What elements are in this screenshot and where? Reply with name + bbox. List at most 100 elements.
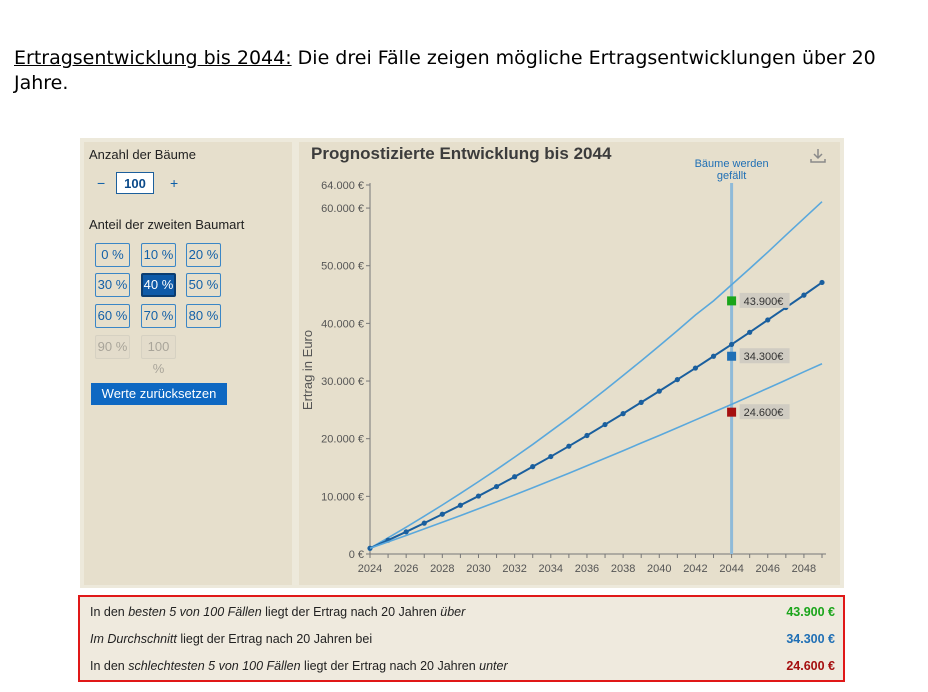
- x-tick-label: 2046: [756, 563, 780, 575]
- series-point-average: [692, 365, 699, 371]
- y-tick-label: 30.000 €: [321, 376, 364, 388]
- decrement-button[interactable]: −: [97, 175, 106, 191]
- series-point-average: [729, 341, 735, 348]
- download-icon[interactable]: [809, 147, 827, 165]
- summary-text-em: schlechtesten 5 von 100 Fällen: [128, 659, 301, 673]
- annotation-marker-worst: [727, 407, 737, 417]
- series-point-average: [819, 279, 825, 286]
- slide-heading-text: Die drei Fälle zeigen mögliche Ertragsen…: [14, 47, 876, 94]
- x-tick-label: 2036: [575, 563, 599, 575]
- series-point-average: [674, 376, 680, 383]
- annotation-label-bg-average: [739, 348, 790, 364]
- summary-text-middle: liegt der Ertrag nach 20 Jahren bei: [176, 632, 373, 646]
- share-option-100: 100 %: [141, 335, 176, 376]
- series-point-average: [530, 464, 536, 470]
- reset-button[interactable]: Werte zurücksetzen: [91, 383, 227, 405]
- summary-text-middle: liegt der Ertrag nach 20 Jahren: [261, 605, 441, 619]
- series-point-average: [801, 292, 807, 298]
- annotation-marker-average: [727, 351, 737, 361]
- series-point-average: [638, 399, 644, 405]
- x-tick-label: 2024: [358, 563, 382, 575]
- summary-value-average: 34.300 €: [786, 632, 835, 646]
- y-axis-label: Ertrag in Euro: [300, 330, 315, 410]
- chart-area: [299, 142, 840, 585]
- series-point-average: [765, 317, 771, 323]
- x-tick-label: 2032: [502, 563, 526, 575]
- series-point-average: [512, 474, 518, 480]
- y-tick-label: 40.000 €: [321, 318, 364, 330]
- trees-label: Anzahl der Bäume: [89, 147, 196, 162]
- slide-heading-underlined: Ertragsentwicklung bis 2044:: [14, 47, 292, 69]
- x-tick-label: 2026: [394, 563, 418, 575]
- series-point-average: [747, 329, 753, 335]
- series-point-average: [656, 388, 662, 394]
- controls-panel: [84, 142, 292, 585]
- annotation-label-bg-worst: [739, 404, 790, 420]
- y-tick-label: 50.000 €: [321, 261, 364, 273]
- x-tick-label: 2044: [719, 563, 743, 575]
- series-point-average: [493, 483, 500, 490]
- series-point-average: [439, 511, 445, 517]
- annotation-label-bg-best: [739, 292, 790, 308]
- series-point-average: [421, 520, 427, 526]
- share-option-10[interactable]: 10 %: [141, 243, 176, 267]
- share-option-60[interactable]: 60 %: [95, 304, 130, 328]
- summary-box: In den besten 5 von 100 Fällen liegt der…: [78, 595, 845, 682]
- summary-text-prefix: In den: [90, 605, 129, 619]
- summary-row-average: Im Durchschnitt liegt der Ertrag nach 20…: [90, 632, 835, 646]
- x-tick-label: 2042: [683, 563, 707, 575]
- series-point-average: [566, 443, 572, 449]
- chart-title: Prognostizierte Entwicklung bis 2044: [311, 144, 612, 163]
- increment-button[interactable]: +: [170, 175, 179, 191]
- share-option-20[interactable]: 20 %: [186, 243, 221, 267]
- y-tick-label: 64.000 €: [321, 180, 364, 192]
- summary-value-best: 43.900 €: [786, 605, 835, 619]
- series-point-average: [584, 432, 590, 439]
- slide-heading: Ertragsentwicklung bis 2044: Die drei Fä…: [14, 46, 914, 96]
- series-line-average: [369, 281, 823, 550]
- share-option-70[interactable]: 70 %: [141, 304, 176, 328]
- summary-text-prefix: In den: [90, 659, 129, 673]
- annotation-label-worst: 24.600€: [744, 407, 784, 419]
- share-option-90: 90 %: [95, 335, 130, 359]
- x-tick-label: 2028: [430, 563, 454, 575]
- series-point-average: [457, 502, 463, 508]
- harvest-marker-label: Bäume werden gefällt: [695, 158, 769, 182]
- summary-text-em2: unter: [479, 659, 508, 673]
- series-point-average: [548, 453, 554, 460]
- summary-text-em: besten 5 von 100 Fällen: [128, 605, 262, 619]
- summary-text-em2: über: [440, 605, 466, 619]
- share-option-50[interactable]: 50 %: [186, 273, 221, 297]
- series-point-average: [620, 411, 626, 417]
- y-tick-label: 20.000 €: [321, 434, 364, 446]
- share-option-0[interactable]: 0 %: [95, 243, 130, 267]
- series-point-average: [602, 421, 608, 428]
- summary-row-best: In den besten 5 von 100 Fällen liegt der…: [90, 605, 835, 619]
- annotation-marker-best: [727, 296, 737, 306]
- trees-count-input[interactable]: [116, 172, 154, 194]
- annotation-label-average: 34.300€: [744, 351, 784, 363]
- summary-text-em: Im Durchschnitt: [90, 632, 177, 646]
- x-tick-label: 2040: [647, 563, 671, 575]
- summary-value-worst: 24.600 €: [786, 659, 835, 673]
- y-tick-label: 0 €: [349, 549, 364, 561]
- y-tick-label: 10.000 €: [321, 491, 364, 503]
- series-point-average: [403, 529, 409, 535]
- annotation-label-best: 43.900€: [744, 296, 784, 308]
- summary-row-worst: In den schlechtesten 5 von 100 Fällen li…: [90, 659, 835, 673]
- x-tick-label: 2038: [611, 563, 635, 575]
- share-option-30[interactable]: 30 %: [95, 273, 130, 297]
- series-point-average: [475, 493, 482, 499]
- share-option-80[interactable]: 80 %: [186, 304, 221, 328]
- x-tick-label: 2034: [539, 563, 563, 575]
- series-line-best: [369, 201, 823, 549]
- x-tick-label: 2048: [792, 563, 816, 575]
- summary-text-middle: liegt der Ertrag nach 20 Jahren: [300, 659, 480, 673]
- series-line-worst: [369, 363, 823, 549]
- series-point-average: [710, 353, 717, 359]
- y-tick-label: 60.000 €: [321, 203, 364, 215]
- x-tick-label: 2030: [466, 563, 490, 575]
- share-option-40[interactable]: 40 %: [141, 273, 176, 297]
- share-label: Anteil der zweiten Baumart: [89, 217, 245, 232]
